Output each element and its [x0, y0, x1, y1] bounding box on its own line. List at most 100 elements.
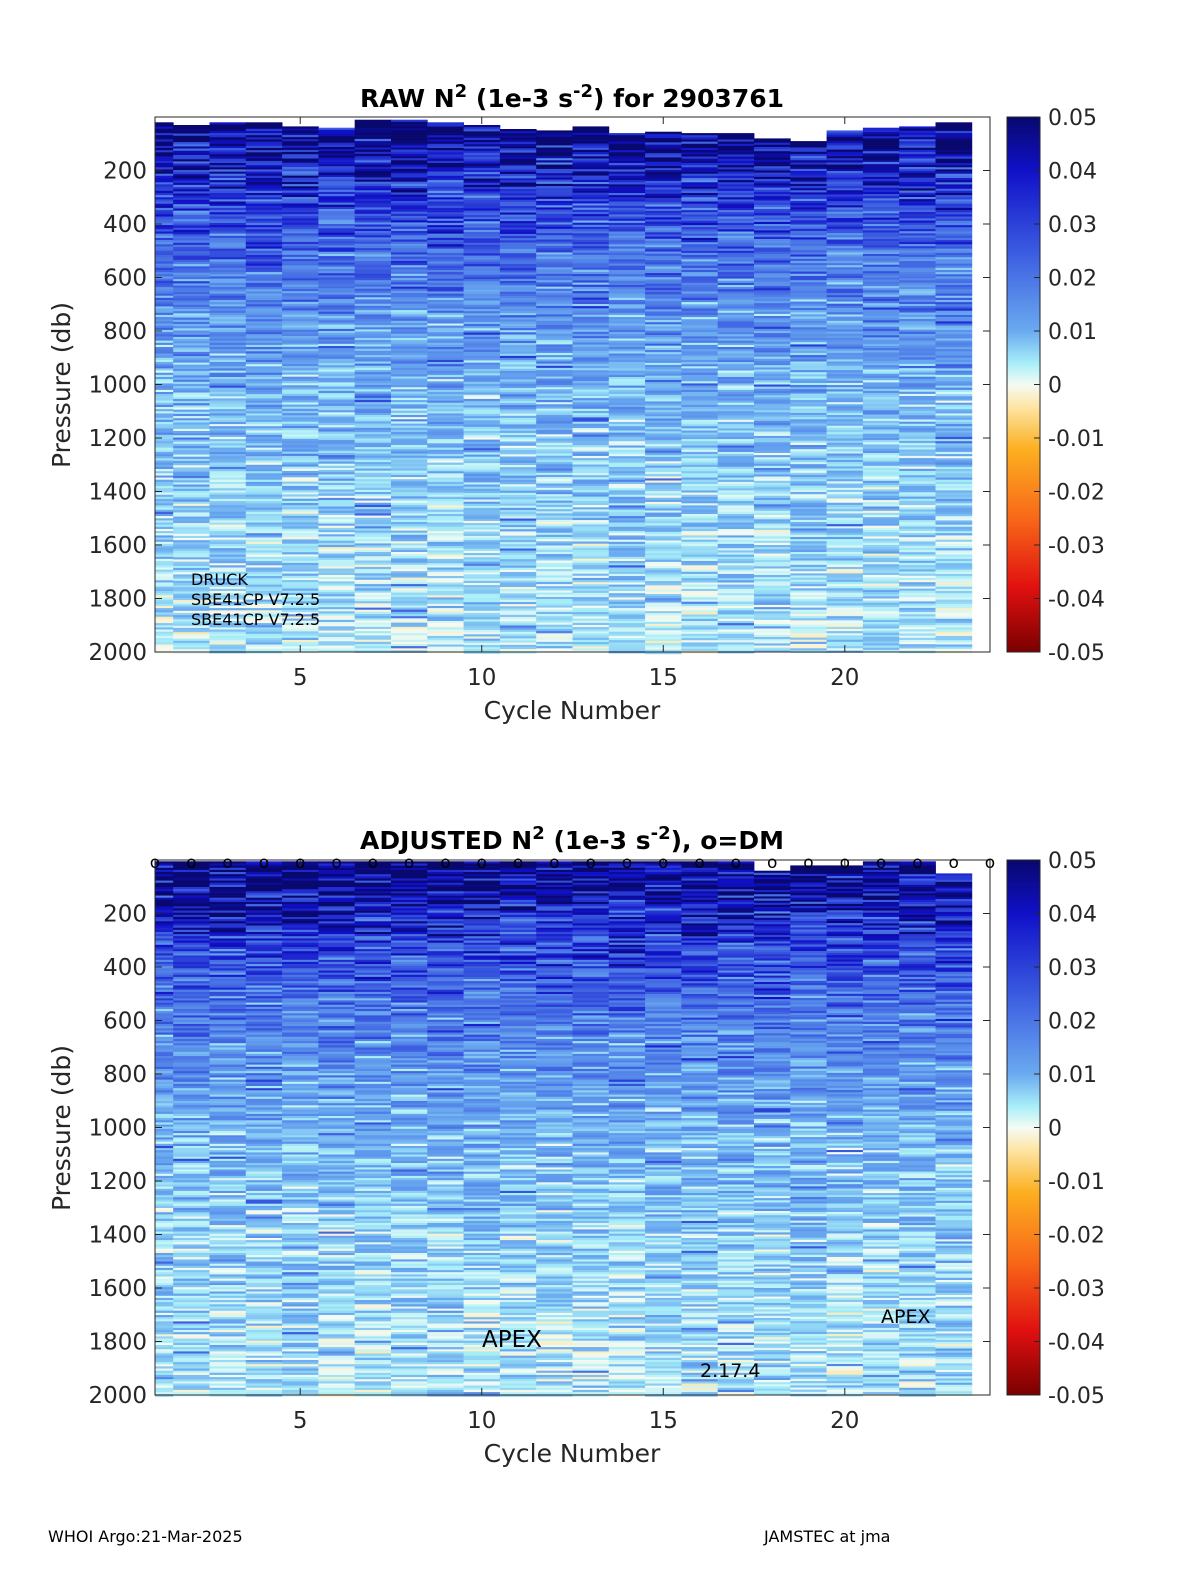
heatmap-cell: [463, 533, 501, 537]
heatmap-cell: [499, 569, 537, 573]
heatmap-cell: [536, 545, 573, 548]
heatmap-cell: [209, 154, 247, 157]
heatmap-cell: [173, 497, 210, 500]
heatmap-cell: [862, 290, 900, 293]
heatmap-cell: [463, 587, 501, 590]
heatmap-cell: [572, 466, 610, 470]
heatmap-cell: [645, 448, 682, 451]
heatmap-cell: [790, 340, 827, 343]
heatmap-cell: [354, 387, 392, 390]
heatmap-cell: [427, 240, 464, 243]
heatmap-cell: [427, 362, 464, 365]
heatmap-cell: [572, 511, 610, 515]
heatmap-cell: [499, 334, 537, 337]
heatmap-cell: [427, 635, 464, 639]
heatmap-cell: [499, 591, 537, 594]
heatmap-cell: [245, 424, 283, 427]
heatmap-cell: [862, 132, 900, 135]
heatmap-cell: [155, 156, 174, 160]
heatmap-cell: [572, 481, 610, 485]
heatmap-cell: [790, 594, 827, 598]
heatmap-cell: [318, 583, 356, 586]
heatmap-cell: [245, 293, 283, 297]
heatmap-cell: [826, 588, 864, 591]
heatmap-cell: [608, 173, 646, 177]
heatmap-cell: [463, 281, 501, 284]
heatmap-cell: [790, 498, 827, 501]
heatmap-cell: [790, 648, 827, 651]
heatmap-cell: [862, 153, 900, 156]
heatmap-cell: [354, 487, 392, 491]
heatmap-cell: [754, 168, 791, 171]
heatmap-cell: [572, 507, 610, 510]
heatmap-cell: [245, 447, 283, 451]
heatmap-cell: [354, 134, 392, 138]
heatmap-cell: [155, 220, 174, 224]
heatmap-cell: [572, 541, 610, 544]
heatmap-cell: [209, 344, 247, 348]
heatmap-cell: [536, 592, 573, 596]
heatmap-cell: [754, 491, 791, 494]
heatmap-cell: [173, 416, 210, 419]
heatmap-cell: [463, 623, 501, 627]
heatmap-cell: [391, 470, 428, 474]
heatmap-cell: [173, 225, 210, 229]
heatmap-cell: [209, 537, 247, 540]
heatmap-cell: [318, 568, 356, 571]
heatmap-cell: [717, 475, 755, 478]
heatmap-cell: [282, 143, 319, 146]
heatmap-cell: [681, 473, 719, 476]
heatmap-cell: [645, 343, 682, 347]
heatmap-cell: [536, 318, 573, 322]
heatmap-cell: [717, 214, 755, 217]
heatmap-cell: [499, 347, 537, 350]
heatmap-cell: [536, 513, 573, 516]
heatmap-cell: [173, 202, 210, 205]
heatmap-cell: [826, 323, 864, 326]
heatmap-cell: [427, 552, 464, 555]
heatmap-cell: [572, 250, 610, 253]
heatmap-cell: [536, 547, 573, 551]
heatmap-cell: [282, 212, 319, 215]
heatmap-cell: [826, 376, 864, 379]
heatmap-cell: [463, 636, 501, 639]
heatmap-cell: [790, 581, 827, 585]
heatmap-cell: [155, 327, 174, 331]
heatmap-cell: [826, 222, 864, 225]
heatmap-cell: [245, 484, 283, 487]
heatmap-cell: [536, 348, 573, 352]
heatmap-cell: [754, 448, 791, 452]
heatmap-cell: [826, 581, 864, 585]
heatmap-cell: [572, 605, 610, 609]
heatmap-cell: [427, 569, 464, 573]
heatmap-cell: [282, 256, 319, 260]
heatmap-cell: [245, 246, 283, 249]
heatmap-cell: [645, 581, 682, 584]
heatmap-cell: [826, 226, 864, 230]
heatmap-cell: [536, 316, 573, 320]
heatmap-cell: [463, 313, 501, 316]
heatmap-cell: [862, 296, 900, 300]
heatmap-cell: [391, 228, 428, 232]
heatmap-cell: [608, 601, 646, 605]
heatmap-cell: [245, 205, 283, 209]
heatmap-cell: [155, 175, 174, 179]
heatmap-cell: [681, 597, 719, 600]
heatmap-cell: [826, 633, 864, 636]
heatmap-cell: [463, 232, 501, 235]
heatmap-cell: [155, 576, 174, 579]
heatmap-cell: [536, 273, 573, 277]
heatmap-cell: [645, 277, 682, 280]
heatmap-cell: [391, 340, 428, 343]
heatmap-cell: [717, 169, 755, 172]
heatmap-cell: [608, 432, 646, 436]
heatmap-cell: [318, 232, 356, 236]
heatmap-cell: [645, 467, 682, 471]
heatmap-cell: [318, 268, 356, 272]
heatmap-cell: [790, 385, 827, 388]
heatmap-cell: [645, 403, 682, 406]
heatmap-cell: [572, 552, 610, 555]
heatmap-cell: [754, 181, 791, 184]
heatmap-cell: [754, 425, 791, 428]
heatmap-cell: [155, 644, 174, 647]
